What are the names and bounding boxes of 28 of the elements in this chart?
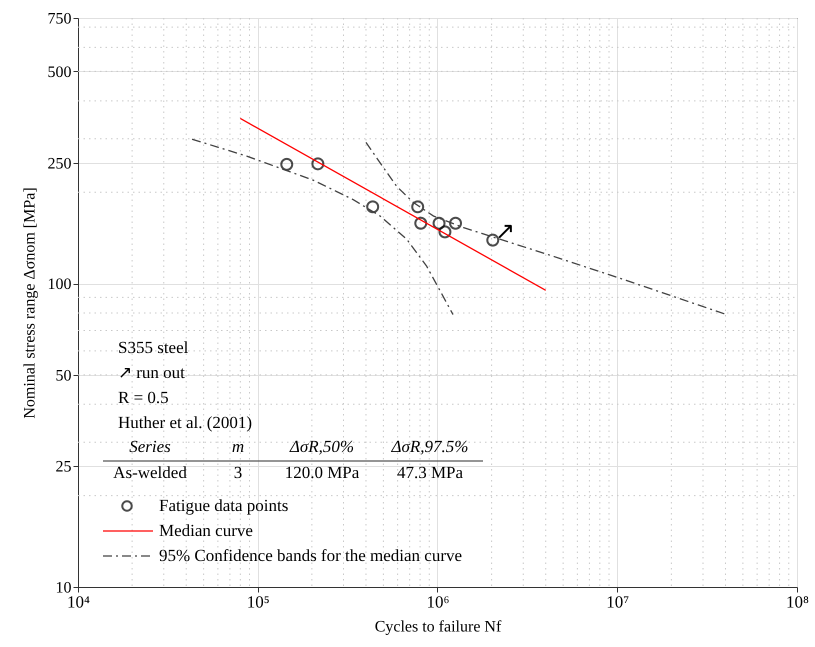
x-tick-label: 10⁶ (426, 592, 450, 612)
annotation: ↗ run out (118, 363, 186, 382)
y-tick-label: 750 (48, 10, 72, 28)
annotation: 3 (234, 463, 242, 482)
legend-label: 95% Confidence bands for the median curve (159, 546, 462, 565)
annotation: ↗ (494, 219, 515, 246)
annotation: 120.0 MPa (284, 463, 360, 482)
legend-label: Median curve (159, 521, 253, 540)
y-tick-label: 25 (56, 458, 72, 476)
annotation: Series (129, 437, 172, 456)
y-tick-label: 250 (48, 155, 72, 172)
annotation: 47.3 MPa (396, 463, 464, 482)
annotation: Huther et al. (2001) (118, 413, 252, 432)
annotation: As-welded (113, 463, 188, 482)
annotation: ΔσR,97.5% (390, 437, 468, 456)
x-axis-title: Cycles to failure Nf (374, 618, 502, 636)
y-tick-label: 500 (48, 64, 72, 81)
x-tick-label: 10⁸ (786, 592, 810, 612)
annotation: ΔσR,50% (288, 437, 354, 456)
y-tick-label: 100 (48, 276, 72, 294)
annotation: S355 steel (118, 338, 189, 357)
y-tick-label: 50 (56, 367, 72, 384)
annotation: R = 0.5 (118, 388, 169, 407)
annotation: m (232, 437, 244, 456)
legend-label: Fatigue data points (159, 496, 288, 515)
x-tick-label: 10⁷ (606, 592, 630, 612)
x-tick-label: 10⁵ (246, 592, 270, 612)
y-axis-title: Nominal stress range Δσnom [MPa] (22, 187, 38, 419)
